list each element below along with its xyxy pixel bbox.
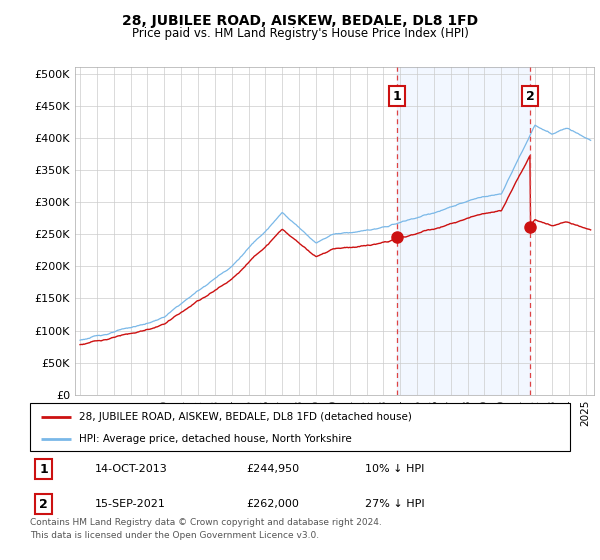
Text: 1: 1 — [392, 90, 401, 102]
Text: 2: 2 — [526, 90, 535, 102]
Bar — [397, 67, 530, 395]
Text: 28, JUBILEE ROAD, AISKEW, BEDALE, DL8 1FD (detached house): 28, JUBILEE ROAD, AISKEW, BEDALE, DL8 1F… — [79, 412, 412, 422]
Text: 27% ↓ HPI: 27% ↓ HPI — [365, 499, 424, 509]
Text: 10% ↓ HPI: 10% ↓ HPI — [365, 464, 424, 474]
Text: £262,000: £262,000 — [246, 499, 299, 509]
Text: 15-SEP-2021: 15-SEP-2021 — [95, 499, 166, 509]
Text: This data is licensed under the Open Government Licence v3.0.: This data is licensed under the Open Gov… — [30, 531, 319, 540]
Text: 2: 2 — [39, 498, 48, 511]
Text: 1: 1 — [39, 463, 48, 475]
Text: Price paid vs. HM Land Registry's House Price Index (HPI): Price paid vs. HM Land Registry's House … — [131, 27, 469, 40]
Text: HPI: Average price, detached house, North Yorkshire: HPI: Average price, detached house, Nort… — [79, 434, 352, 444]
Text: £244,950: £244,950 — [246, 464, 299, 474]
Text: 28, JUBILEE ROAD, AISKEW, BEDALE, DL8 1FD: 28, JUBILEE ROAD, AISKEW, BEDALE, DL8 1F… — [122, 14, 478, 28]
Text: 14-OCT-2013: 14-OCT-2013 — [95, 464, 167, 474]
Text: Contains HM Land Registry data © Crown copyright and database right 2024.: Contains HM Land Registry data © Crown c… — [30, 519, 382, 528]
